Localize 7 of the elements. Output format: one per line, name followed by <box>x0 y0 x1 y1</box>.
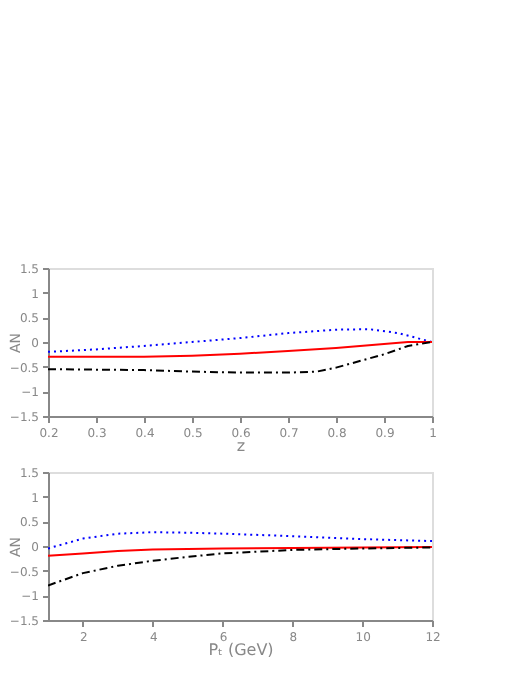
line-series <box>48 531 432 550</box>
x-axis-title: z <box>236 437 246 455</box>
line-series <box>48 341 432 358</box>
line-series <box>48 546 432 587</box>
x-axis-title: Pₜ (GeV) <box>208 641 274 659</box>
line-series <box>48 341 432 374</box>
line-series <box>48 328 432 353</box>
